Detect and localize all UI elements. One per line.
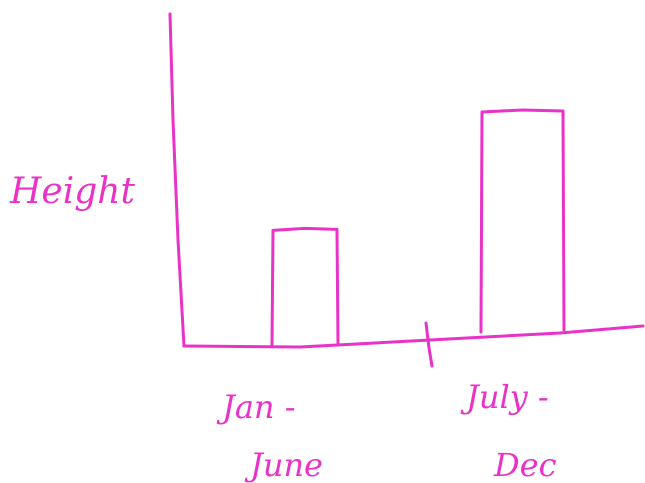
x-tick-label-1-line-1: Jan - — [216, 388, 296, 426]
axes — [168, 12, 645, 368]
x-tick-labels: Jan - June July - Dec — [216, 378, 557, 483]
bar-1 — [270, 226, 340, 348]
x-tick-label-1-line-2: June — [244, 446, 323, 483]
y-axis-line — [168, 12, 186, 348]
x-tick-label-2-line-1: July - — [460, 378, 549, 416]
x-tick-label-2-line-2: Dec — [493, 446, 557, 483]
x-axis-line — [182, 324, 645, 349]
bars — [270, 108, 566, 348]
bar-2 — [479, 108, 566, 334]
y-axis-label: Height — [9, 171, 135, 212]
x-axis-midpoint-tick — [424, 321, 434, 368]
